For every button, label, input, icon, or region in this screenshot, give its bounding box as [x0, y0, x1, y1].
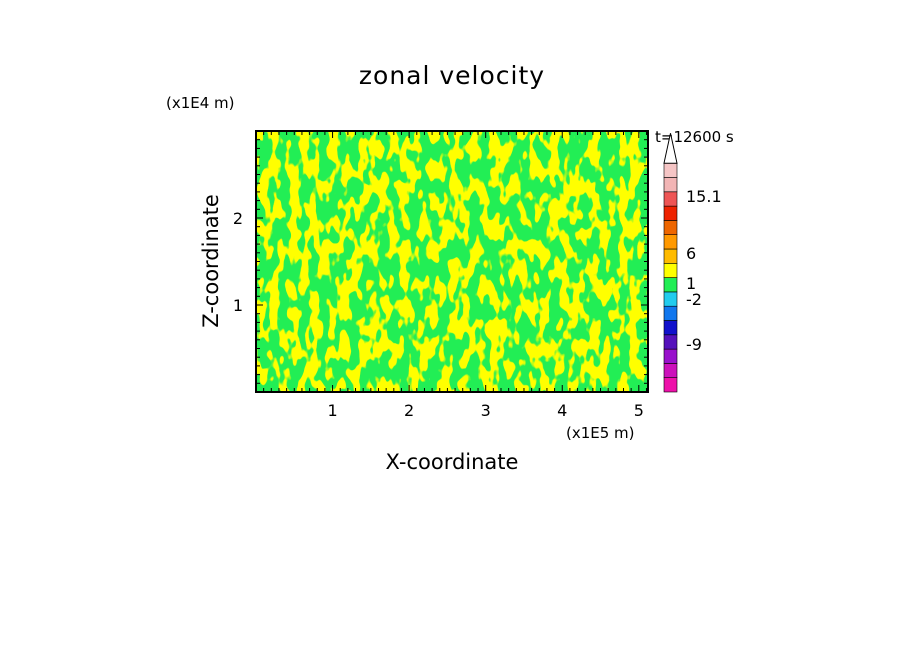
colorbar-band	[663, 234, 678, 250]
x-tick-labels: 1 2 3 4 5	[327, 401, 643, 420]
colorbar-band	[663, 162, 678, 178]
colorbar-band	[663, 205, 678, 221]
colorbar-extend-arrow	[663, 133, 678, 164]
x-unit-label: (x1E5 m)	[566, 424, 635, 442]
colorbar-band	[663, 277, 678, 293]
colorbar-band	[663, 262, 678, 278]
plot-area	[255, 130, 649, 393]
colorbar-labels: 15.1 6 1-2 -9	[686, 187, 722, 354]
y-axis-label: Z-coordinate	[199, 194, 223, 328]
colorbar-band	[663, 377, 678, 393]
colorbar-label: -2	[686, 290, 702, 309]
colorbar-band	[663, 220, 678, 235]
x-tick-label: 5	[634, 401, 644, 420]
colorbar-band	[663, 348, 678, 364]
x-tick-label: 1	[327, 401, 337, 420]
x-tick-label: 4	[557, 401, 567, 420]
colorbar-band	[663, 363, 678, 378]
colorbar-band	[663, 320, 678, 336]
axis-ticks	[256, 131, 648, 392]
colorbar-band	[663, 248, 678, 264]
y-unit-label: (x1E4 m)	[166, 94, 235, 112]
x-tick-label: 2	[404, 401, 414, 420]
x-axis-label: X-coordinate	[386, 450, 519, 474]
chart-title: zonal velocity	[359, 61, 545, 90]
colorbar-band	[663, 291, 678, 307]
y-tick-label: 2	[233, 209, 243, 228]
y-tick-label: 1	[233, 296, 243, 315]
colorbar-label: -9	[686, 335, 702, 354]
colorbar	[663, 133, 678, 393]
colorbar-band	[663, 177, 678, 193]
y-tick-labels: 12	[233, 209, 243, 315]
colorbar-label: 15.1	[686, 187, 722, 206]
x-tick-label: 3	[481, 401, 491, 420]
colorbar-band	[663, 334, 678, 350]
time-label: t=12600 s	[655, 128, 734, 146]
field-high-fill	[256, 131, 648, 392]
colorbar-label: 1	[686, 274, 696, 293]
colorbar-band	[663, 191, 678, 207]
colorbar-label: 6	[686, 244, 696, 263]
colorbar-band	[663, 305, 678, 321]
